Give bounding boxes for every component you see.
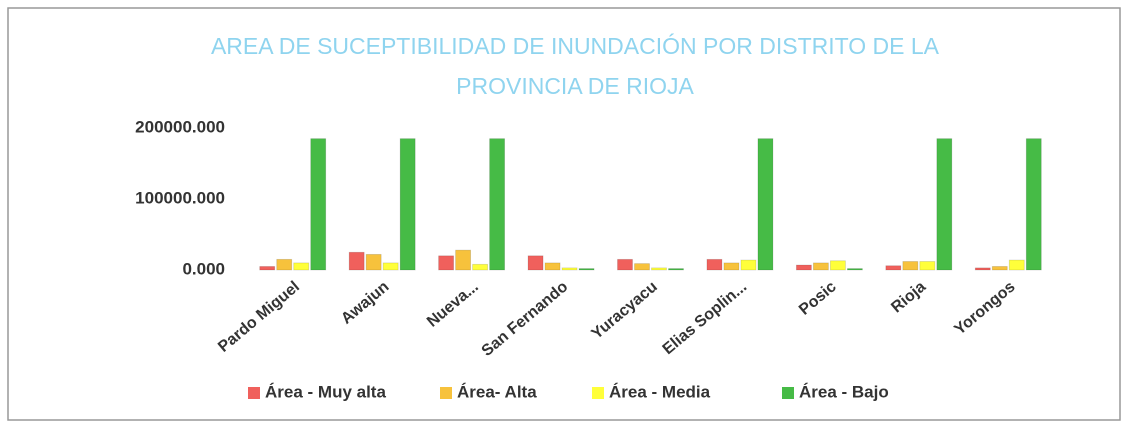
bar (706, 258, 723, 271)
bar (578, 268, 595, 271)
bar (310, 138, 327, 271)
bar (902, 261, 919, 271)
bar (365, 253, 382, 271)
bar (455, 249, 472, 271)
y-tick-label: 200000.000 (135, 117, 225, 136)
bar (757, 138, 774, 271)
bar (561, 267, 578, 271)
bar (740, 259, 757, 271)
bar (259, 266, 276, 271)
bar (829, 260, 846, 271)
legend-label: Área - Media (609, 382, 711, 401)
y-tick-label: 100000.000 (135, 188, 225, 207)
legend-label: Área - Bajo (799, 382, 889, 401)
bar (846, 268, 863, 271)
bar (382, 262, 399, 271)
bar (489, 138, 506, 271)
bar (723, 262, 740, 271)
bar (651, 267, 667, 271)
bar (991, 266, 1008, 271)
bar (544, 262, 561, 271)
bar (348, 251, 365, 271)
y-tick-label: 0.000 (182, 259, 225, 278)
bar (527, 255, 544, 271)
bar (1008, 259, 1025, 271)
bar (812, 262, 829, 271)
bar (399, 138, 416, 271)
legend-swatch (248, 387, 260, 399)
bar (438, 255, 455, 271)
chart-subtitle: PROVINCIA DE RIOJA (456, 73, 694, 99)
bar (795, 264, 812, 271)
bar (293, 262, 310, 271)
bar (885, 265, 902, 271)
bar (919, 261, 936, 271)
legend-swatch (782, 387, 794, 399)
legend-swatch (592, 387, 604, 399)
bar (617, 258, 633, 271)
chart-border (7, 7, 1121, 421)
bar (1025, 138, 1042, 271)
chart-title: AREA DE SUCEPTIBILIDAD DE INUNDACIÓN POR… (211, 33, 940, 59)
legend-swatch (440, 387, 452, 399)
bar (276, 258, 293, 271)
bar (668, 268, 684, 271)
bar (936, 138, 953, 271)
legend-label: Área - Muy alta (265, 382, 386, 401)
bar (974, 267, 991, 271)
legend-label: Área- Alta (457, 382, 537, 401)
bar (472, 263, 489, 271)
bar (634, 263, 650, 271)
